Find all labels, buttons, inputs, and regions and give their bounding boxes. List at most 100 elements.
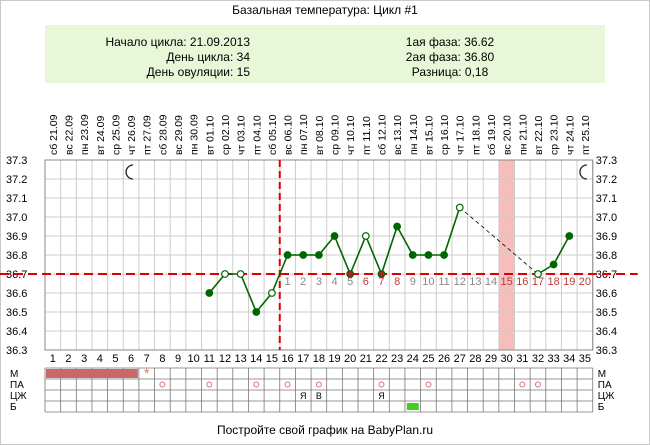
phase2-day-number: 7 (378, 276, 384, 288)
marker-row-label-right: ПА (598, 380, 612, 391)
y-tick-label-left: 36.8 (6, 250, 27, 262)
temperature-line-segment (239, 273, 258, 313)
x-date-label: пн 21.10 (517, 114, 529, 155)
phase2-day-number: 6 (363, 276, 369, 288)
temperature-point (314, 251, 323, 259)
marker-row-label-left: ПА (10, 380, 24, 391)
x-cycle-day-label: 17 (297, 353, 309, 365)
footer-link[interactable]: Постройте свой график на BabyPlan.ru (216, 423, 434, 437)
czh-marker-label: В (316, 391, 322, 401)
x-date-label: пт 27.09 (142, 115, 154, 155)
x-date-label: вт 01.10 (204, 115, 216, 155)
x-cycle-day-label: 32 (532, 353, 544, 365)
y-tick-label-left: 36.4 (6, 326, 27, 338)
x-date-label: вт 15.10 (423, 115, 435, 155)
x-date-label: сб 21.09 (48, 114, 60, 155)
x-date-label: сб 19.10 (486, 114, 498, 155)
x-date-label: пт 11.10 (361, 116, 373, 155)
phase2-day-number: 16 (516, 276, 528, 288)
temperature-point (330, 232, 339, 240)
x-date-label: пн 14.10 (408, 114, 420, 155)
pa-marker (425, 381, 432, 388)
x-date-label: вс 20.10 (502, 115, 514, 155)
phase2-day-number: 15 (501, 276, 513, 288)
phase2-day-number: 4 (331, 276, 337, 288)
x-date-label: ср 02.10 (220, 115, 232, 155)
crescent-moon-icon (125, 164, 134, 180)
x-date-label: пн 30.09 (189, 114, 201, 155)
x-cycle-day-label: 7 (144, 353, 150, 365)
x-date-label: вс 22.09 (63, 115, 75, 155)
czh-marker-label: Я (378, 391, 385, 401)
temperature-point (361, 232, 370, 240)
crescent-moon-icon (579, 164, 588, 180)
pa-marker (284, 381, 291, 388)
x-date-label: пт 18.10 (470, 115, 482, 155)
temperature-point (565, 232, 574, 240)
temperature-gap-line (459, 207, 539, 275)
temperature-line-segment (271, 254, 289, 294)
cycle-day-text: День цикла: 34 (166, 50, 250, 64)
x-date-label: вс 13.10 (392, 115, 404, 155)
temperature-point (424, 251, 433, 259)
x-date-label: вт 24.09 (95, 115, 107, 155)
y-tick-label-left: 37.0 (6, 212, 27, 224)
y-tick-label-right: 36.9 (596, 231, 617, 243)
x-date-label: сб 05.10 (267, 114, 279, 155)
x-cycle-day-label: 26 (438, 353, 450, 365)
x-cycle-day-label: 19 (328, 353, 340, 365)
x-cycle-day-label: 25 (422, 353, 434, 365)
period-bar (46, 369, 138, 378)
x-cycle-day-label: 8 (159, 353, 165, 365)
x-cycle-day-label: 31 (516, 353, 528, 365)
y-tick-label-right: 36.8 (596, 250, 617, 262)
x-cycle-day-label: 10 (188, 353, 200, 365)
pa-marker (159, 381, 166, 388)
y-tick-label-right: 37.1 (596, 193, 617, 205)
temperature-line-segment (333, 235, 351, 275)
temperature-point (236, 270, 245, 278)
phase1-text: 1ая фаза: 36.62 (405, 35, 495, 49)
x-cycle-day-label: 24 (407, 353, 419, 365)
x-cycle-day-label: 18 (313, 353, 325, 365)
pa-marker (206, 381, 213, 388)
y-tick-label-right: 36.3 (596, 345, 617, 357)
y-tick-label-left: 36.5 (6, 307, 27, 319)
x-date-label: ср 16.10 (439, 115, 451, 155)
difference-text: Разница: 0,18 (411, 65, 489, 79)
temperature-line-segment (255, 292, 273, 313)
x-date-label: чт 03.10 (236, 115, 248, 155)
phase2-day-number: 2 (300, 276, 306, 288)
temperature-point (440, 251, 448, 259)
x-cycle-day-label: 33 (548, 353, 560, 365)
temperature-point (408, 251, 417, 259)
temperature-point (534, 270, 542, 278)
phase2-day-number: 14 (485, 276, 497, 288)
marker-row-label-left: М (10, 369, 18, 380)
y-tick-label-right: 36.5 (596, 307, 617, 319)
page-title: Базальная температура: Цикл #1 (232, 3, 418, 17)
y-tick-label-left: 36.6 (6, 288, 27, 300)
phase2-day-number: 17 (532, 276, 544, 288)
temperature-line-segment (208, 273, 226, 294)
temperature-line-segment (318, 235, 336, 256)
x-cycle-day-label: 12 (219, 353, 231, 365)
y-tick-label-left: 36.9 (6, 231, 27, 243)
b-marker (406, 403, 419, 410)
y-tick-label-right: 37.0 (596, 212, 617, 224)
temperature-point (268, 289, 276, 297)
temperature-line-segment (349, 235, 367, 275)
phase2-day-number: 8 (394, 276, 400, 288)
plot-border (44, 159, 594, 351)
x-date-label: чт 24.10 (564, 115, 576, 155)
temperature-point (205, 289, 214, 297)
x-cycle-day-label: 1 (50, 353, 56, 365)
y-tick-label-right: 37.3 (596, 155, 617, 167)
temperature-point (549, 260, 558, 269)
x-cycle-day-label: 6 (128, 353, 134, 365)
x-cycle-day-label: 11 (204, 353, 215, 365)
y-tick-label-left: 37.1 (6, 193, 27, 205)
temperature-line-segment (443, 207, 461, 256)
marker-row-label-right: М (598, 369, 606, 380)
